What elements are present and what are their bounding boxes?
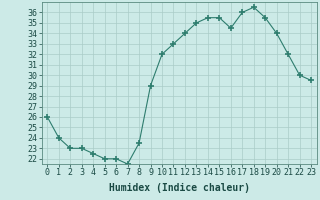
X-axis label: Humidex (Indice chaleur): Humidex (Indice chaleur) — [109, 183, 250, 193]
